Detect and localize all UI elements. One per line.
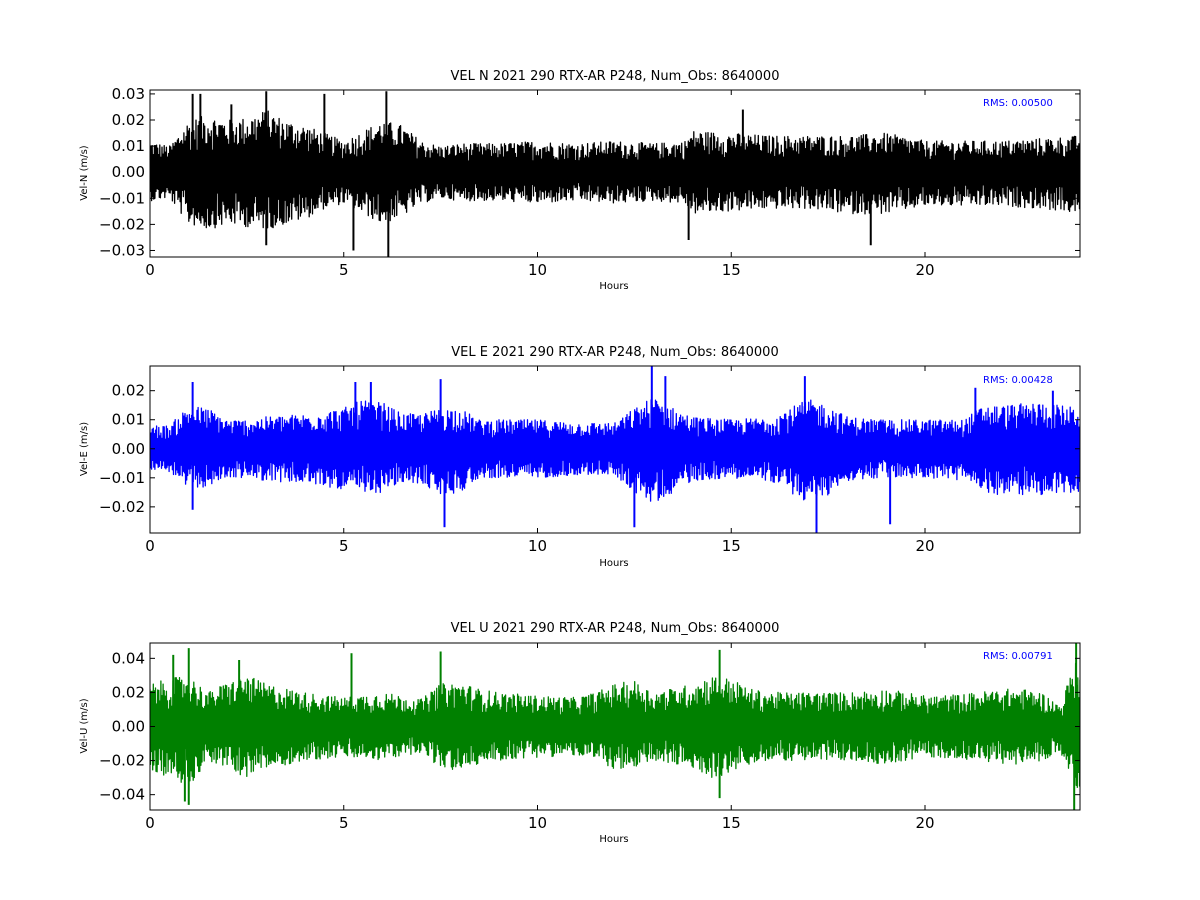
subplot-vel-u: VEL U 2021 290 RTX-AR P248, Num_Obs: 864… <box>79 621 1081 845</box>
axes-frame <box>149 365 1081 534</box>
y-tick-label: 0.04 <box>112 649 145 667</box>
y-tick-label: −0.02 <box>99 498 145 516</box>
x-axis-label: Hours <box>599 558 628 569</box>
subplot-title: VEL E 2021 290 RTX-AR P248, Num_Obs: 864… <box>451 345 778 360</box>
y-axis-label: Vel-N (m/s) <box>79 145 90 200</box>
y-axis-label: Vel-U (m/s) <box>79 698 90 753</box>
y-tick-label: 0.02 <box>112 382 145 400</box>
series-line <box>150 662 1080 789</box>
x-tick-label: 15 <box>722 814 741 832</box>
x-tick-label: 5 <box>339 261 349 279</box>
y-tick-label: −0.01 <box>99 469 145 487</box>
x-tick-label: 10 <box>528 814 547 832</box>
rms-annotation: RMS: 0.00428 <box>983 375 1053 386</box>
series-line <box>150 110 1080 229</box>
y-tick-label: 0.02 <box>112 111 145 129</box>
x-tick-label: 0 <box>145 537 155 555</box>
series-trace <box>150 643 1080 810</box>
x-tick-label: 15 <box>722 261 741 279</box>
x-tick-label: 10 <box>528 537 547 555</box>
y-tick-label: −0.02 <box>99 215 145 233</box>
y-tick-label: −0.04 <box>99 786 145 804</box>
series-trace <box>150 91 1080 257</box>
rms-annotation: RMS: 0.00791 <box>983 651 1053 662</box>
x-tick-label: 5 <box>339 814 349 832</box>
x-axis-label: Hours <box>599 281 628 292</box>
subplot-title: VEL N 2021 290 RTX-AR P248, Num_Obs: 864… <box>451 69 780 84</box>
series-layer <box>150 91 1080 257</box>
y-tick-label: 0.01 <box>112 411 145 429</box>
y-tick-label: −0.03 <box>99 241 145 259</box>
y-tick-label: 0.00 <box>112 440 145 458</box>
x-tick-label: 15 <box>722 537 741 555</box>
y-tick-label: 0.00 <box>112 718 145 736</box>
series-layer <box>150 366 1080 533</box>
x-tick-label: 20 <box>915 814 934 832</box>
subplot-title: VEL U 2021 290 RTX-AR P248, Num_Obs: 864… <box>451 621 780 636</box>
tick-layer: 0 5 10 15 20 −0.03 −0.02 −0.01 0.00 0.01 0.02 0.03 <box>99 85 1080 279</box>
x-tick-label: 10 <box>528 261 547 279</box>
x-tick-label: 20 <box>915 261 934 279</box>
series-line <box>150 399 1080 502</box>
y-tick-label: −0.02 <box>99 752 145 770</box>
series-trace <box>150 366 1080 533</box>
tick-layer: 0 5 10 15 20 −0.04 −0.02 0.00 0.02 0.04 <box>99 643 1080 832</box>
y-axis-label: Vel-E (m/s) <box>79 422 90 476</box>
y-tick-label: −0.01 <box>99 189 145 207</box>
x-tick-label: 0 <box>145 261 155 279</box>
x-axis-label: Hours <box>599 834 628 845</box>
y-tick-label: 0.00 <box>112 163 145 181</box>
x-tick-label: 0 <box>145 814 155 832</box>
axes-frame <box>149 89 1081 258</box>
tick-layer: 0 5 10 15 20 −0.02 −0.01 0.00 0.01 0.02 <box>99 366 1080 555</box>
y-tick-label: 0.01 <box>112 137 145 155</box>
rms-annotation: RMS: 0.00500 <box>983 98 1053 109</box>
subplot-vel-n: VEL N 2021 290 RTX-AR P248, Num_Obs: 864… <box>79 69 1081 292</box>
x-tick-label: 20 <box>915 537 934 555</box>
y-tick-label: 0.02 <box>112 683 145 701</box>
x-tick-label: 5 <box>339 537 349 555</box>
series-layer <box>150 643 1080 810</box>
subplot-vel-e: VEL E 2021 290 RTX-AR P248, Num_Obs: 864… <box>79 345 1081 569</box>
y-tick-label: 0.03 <box>112 85 145 103</box>
